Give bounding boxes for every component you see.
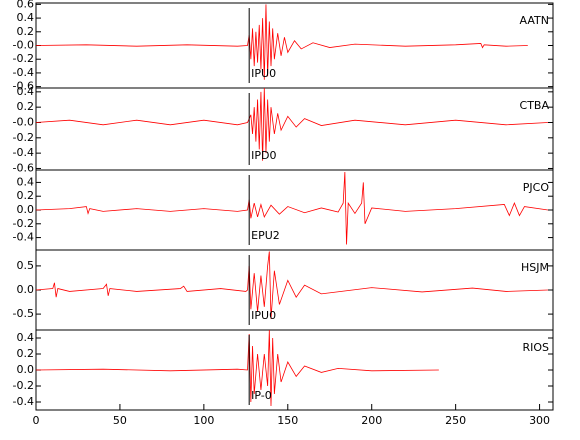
waveform [35,251,548,319]
y-tick-label: -0.4 [13,395,34,408]
pick-label: IPD0 [251,149,276,162]
y-tick-label: 0.2 [17,25,35,38]
pick-label: IPU0 [251,309,276,322]
station-label: PJCO [523,181,550,194]
y-tick-label: 0.0 [17,283,35,296]
y-tick-label: 0.2 [17,189,35,202]
y-tick-label: 0.2 [17,347,35,360]
x-tick-label: 300 [529,414,550,427]
y-tick-label: -0.6 [13,80,34,93]
y-tick-label: -0.2 [13,379,34,392]
panel-frame [35,329,554,411]
y-tick-label: 0.0 [17,203,35,216]
panel-frame [35,169,554,251]
waveform [35,87,548,161]
y-tick-label: -0.2 [13,217,34,230]
y-tick-label: 0.5 [17,259,35,272]
x-tick-label: 150 [277,414,298,427]
y-tick-label: 0.2 [17,100,35,113]
y-tick-label: 0.4 [17,331,35,344]
station-label: RIOS [522,341,549,354]
station-label: CTBA [520,99,550,112]
y-tick-label: 0.0 [17,363,35,376]
y-tick-label: -0.6 [13,161,34,174]
pick-label: IP-0 [251,389,272,402]
waveform [35,172,549,245]
pick-label: IPU0 [251,67,276,80]
y-tick-label: -0.0 [13,115,34,128]
y-tick-label: -0.2 [13,52,34,65]
waveform [35,329,439,407]
y-tick-label: 0.6 [17,0,35,10]
waveform [35,4,528,80]
panel-frame [35,87,554,171]
panel-frame [35,249,554,331]
x-tick-label: 50 [113,414,127,427]
y-tick-label: -0.4 [13,146,34,159]
x-tick-label: 250 [445,414,466,427]
x-tick-label: 200 [361,414,382,427]
y-tick-label: -0.4 [13,231,34,244]
y-tick-label: -0.2 [13,131,34,144]
x-tick-label: 100 [193,414,214,427]
y-tick-label: -0.4 [13,66,34,79]
y-tick-label: 0.4 [17,85,35,98]
y-tick-label: -0.5 [13,307,34,320]
pick-label: EPU2 [251,229,280,242]
y-tick-label: 0.4 [17,175,35,188]
y-tick-label: 0.4 [17,11,35,24]
station-label: AATN [520,14,549,27]
x-tick-label: 0 [33,414,40,427]
y-tick-label: -0.0 [13,39,34,52]
station-label: HSJM [521,261,549,274]
